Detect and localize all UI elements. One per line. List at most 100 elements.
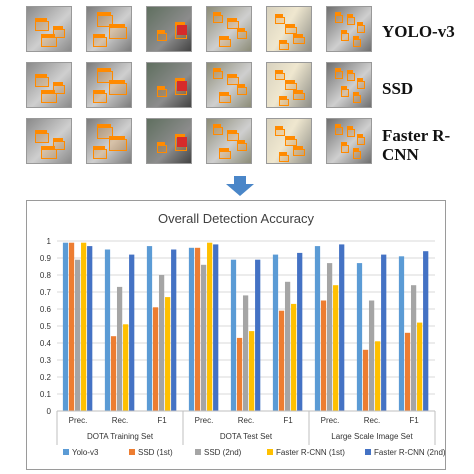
row-label-ssd: SSD <box>382 79 414 98</box>
detection-label-tag <box>175 78 185 81</box>
detection-thumbnail <box>266 118 312 164</box>
row-label-faster-rcnn: Faster R-CNN <box>382 126 451 164</box>
detection-label-tag <box>97 124 111 127</box>
detection-box <box>213 71 223 79</box>
detection-label-tag <box>285 24 295 27</box>
bar <box>362 349 369 411</box>
detection-box <box>213 15 223 23</box>
bar <box>356 263 363 411</box>
chart-title: Overall Detection Accuracy <box>158 211 315 226</box>
detection-thumbnail <box>26 62 72 108</box>
bar <box>423 251 429 411</box>
detection-box <box>219 151 231 159</box>
bar <box>255 259 261 411</box>
legend-swatch <box>365 449 371 455</box>
detection-label-tag <box>335 12 341 15</box>
row-label-yolo: YOLO-v3 <box>382 22 455 41</box>
bar <box>165 297 171 411</box>
detection-box <box>335 127 343 135</box>
detection-label-tag <box>353 92 359 95</box>
detection-box <box>341 145 349 153</box>
bar <box>81 242 87 411</box>
detection-label-tag <box>175 22 185 25</box>
detection-box <box>109 83 127 95</box>
bar <box>339 244 345 411</box>
detection-thumbnail <box>26 118 72 164</box>
detection-label-tag <box>293 90 303 93</box>
detection-label-tag <box>347 126 353 129</box>
detection-label-tag <box>109 24 125 27</box>
detection-label-tag <box>237 140 245 143</box>
x-tick-label: F1 <box>409 416 419 425</box>
detection-label-tag <box>275 70 283 73</box>
detection-thumbnail <box>86 6 132 52</box>
detection-box <box>219 39 231 47</box>
detection-box <box>293 37 305 44</box>
detection-thumbnail <box>86 62 132 108</box>
legend-label: Faster R-CNN (1st) <box>276 448 345 457</box>
detection-box <box>293 93 305 100</box>
y-tick-label: 0.5 <box>40 322 52 331</box>
x-tick-label: F1 <box>157 416 167 425</box>
detection-label-tag <box>175 134 185 137</box>
detection-label-tag <box>213 68 221 71</box>
detection-label-tag <box>35 130 47 133</box>
detection-thumbnail <box>326 6 372 52</box>
detection-box <box>279 155 289 162</box>
group-label: Large Scale Image Set <box>331 432 413 441</box>
detection-label-tag <box>347 14 353 17</box>
detection-label-tag <box>275 126 283 129</box>
detection-box <box>335 71 343 79</box>
detection-box <box>357 137 365 145</box>
detection-label-tag <box>35 74 47 77</box>
detection-box <box>219 95 231 103</box>
x-tick-label: Prec. <box>195 416 214 425</box>
detection-box <box>347 129 355 137</box>
detection-label-tag <box>357 78 363 81</box>
group-label: DOTA Test Set <box>220 432 273 441</box>
detection-label-tag <box>41 90 55 93</box>
detection-box <box>41 149 57 159</box>
detection-label-tag <box>227 18 237 21</box>
detection-box <box>35 21 49 31</box>
detection-label-tag <box>293 34 303 37</box>
detection-box <box>237 87 247 95</box>
detection-label-tag <box>53 26 63 29</box>
bar <box>152 307 159 411</box>
detection-thumbnail <box>146 118 192 164</box>
detection-label-tag <box>335 124 341 127</box>
detection-box <box>157 145 167 153</box>
detection-box <box>353 151 361 159</box>
detection-box <box>285 139 297 146</box>
detection-label-tag <box>93 34 105 37</box>
detection-thumbnail-grid <box>0 0 474 170</box>
red-building-patch <box>177 137 187 147</box>
detection-thumbnail <box>206 62 252 108</box>
legend-swatch <box>63 449 69 455</box>
legend-label: Faster R-CNN (2nd) <box>374 448 445 457</box>
y-tick-label: 0.3 <box>40 356 52 365</box>
bar <box>314 246 321 411</box>
detection-box <box>41 37 57 47</box>
detection-label-tag <box>219 36 229 39</box>
bar <box>236 337 243 411</box>
detection-label-tag <box>353 148 359 151</box>
bar <box>188 247 195 411</box>
bar <box>320 300 327 411</box>
detection-box <box>93 149 107 159</box>
detection-thumbnail <box>86 118 132 164</box>
detection-label-tag <box>341 30 347 33</box>
detection-box <box>285 27 297 34</box>
detection-box <box>109 27 127 39</box>
detection-box <box>357 81 365 89</box>
bar <box>129 254 135 411</box>
y-tick-label: 0.4 <box>40 339 52 348</box>
detection-label-tag <box>279 152 287 155</box>
detection-label-tag <box>341 86 347 89</box>
detection-box <box>227 77 239 85</box>
detection-label-tag <box>237 28 245 31</box>
detection-label-tag <box>93 90 105 93</box>
group-label: DOTA Training Set <box>87 432 154 441</box>
legend-label: SSD (1st) <box>138 448 173 457</box>
detection-label-tag <box>341 142 347 145</box>
